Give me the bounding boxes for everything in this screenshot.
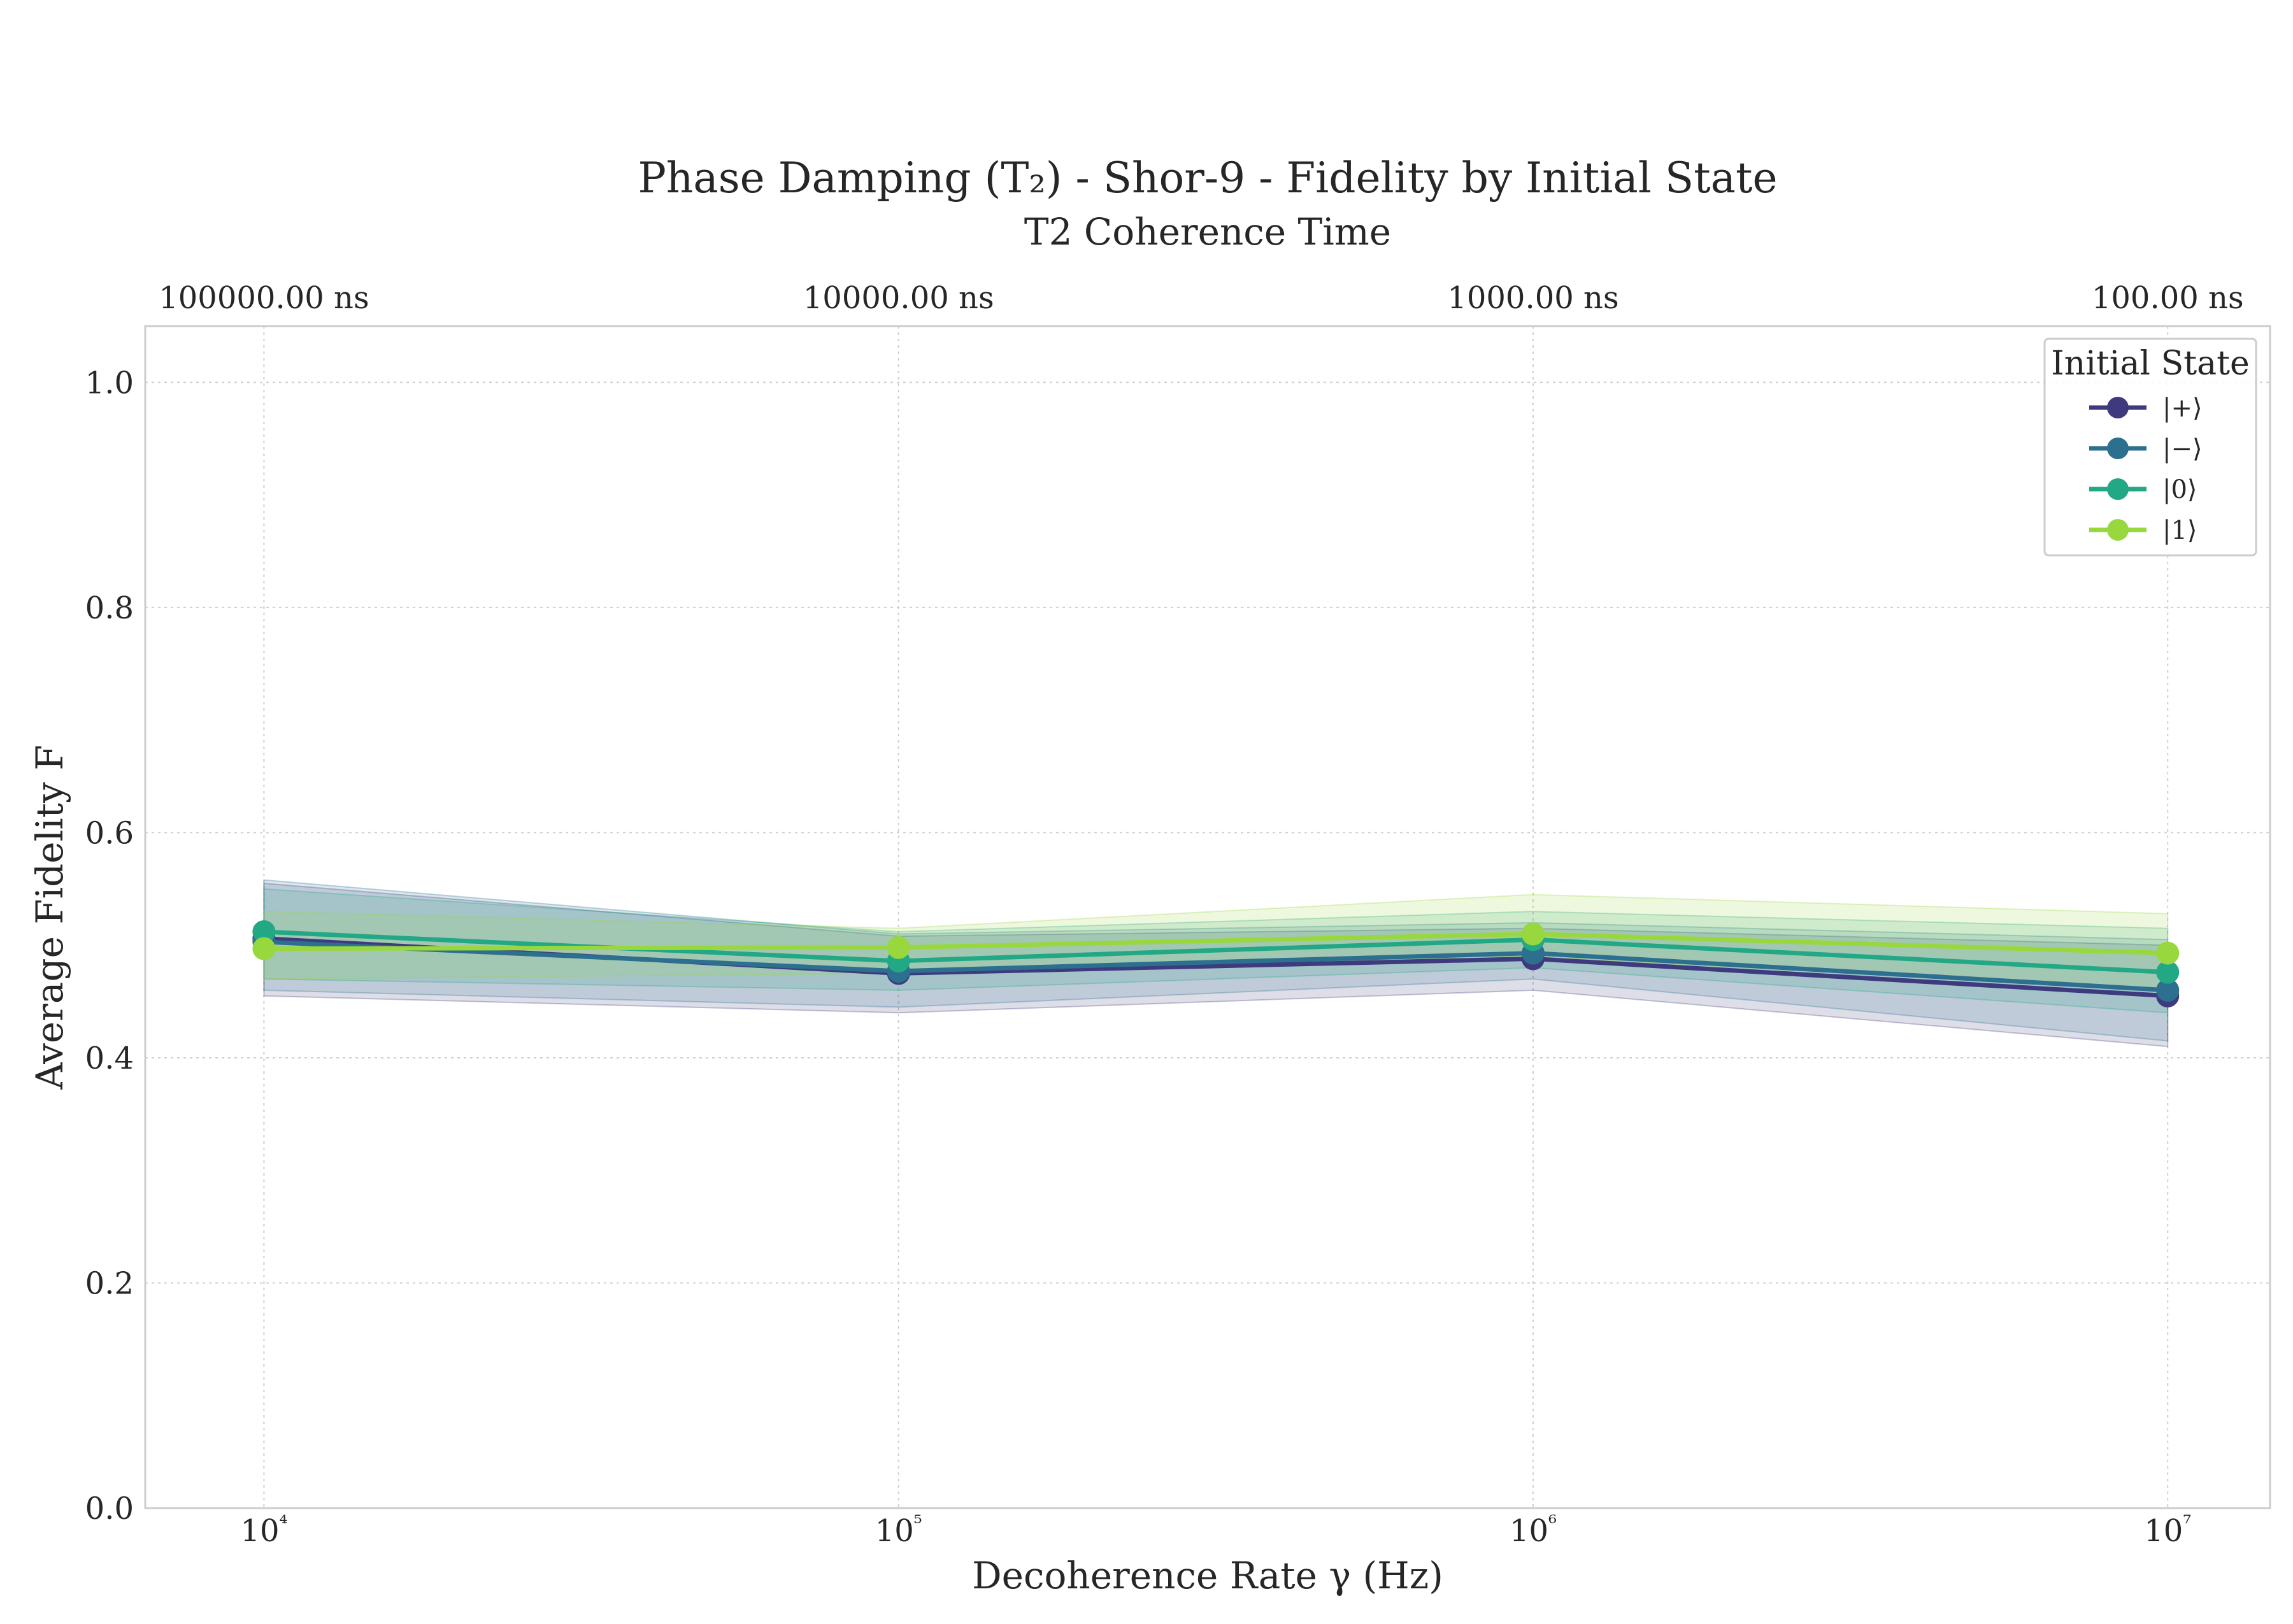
- legend: Initial State |+⟩ |−⟩ |0⟩ |1⟩: [2043, 338, 2257, 557]
- legend-marker: [2107, 478, 2129, 500]
- y-tick-label: 0.6: [85, 815, 134, 851]
- y-tick-label: 0.4: [85, 1041, 134, 1076]
- secondary-x-tick-label: 100000.00 ns: [159, 280, 369, 316]
- data-point: [2156, 960, 2180, 984]
- secondary-x-tick-label: 100.00 ns: [2092, 280, 2244, 316]
- secondary-x-tick-label: 1000.00 ns: [1447, 280, 1618, 316]
- x-tick-label: 10⁴: [240, 1511, 287, 1549]
- data-point: [1521, 922, 1545, 946]
- plot-area: [144, 325, 2271, 1509]
- x-tick-label: 10⁶: [1510, 1511, 1557, 1549]
- data-point: [252, 937, 276, 960]
- secondary-x-tick-label: 10000.00 ns: [803, 280, 994, 316]
- y-tick-label: 0.2: [85, 1265, 134, 1301]
- data-point: [2156, 941, 2180, 965]
- y-tick-label: 0.8: [85, 590, 134, 626]
- series-line: [264, 932, 2168, 956]
- y-tick-label: 1.0: [85, 365, 134, 401]
- secondary-x-axis-title: T2 Coherence Time: [1024, 210, 1391, 253]
- y-axis-label: Average Fidelity F: [28, 745, 71, 1090]
- y-tick-label: 0.0: [85, 1491, 134, 1527]
- x-tick-label: 10⁷: [2144, 1511, 2191, 1549]
- legend-marker: [2107, 397, 2129, 418]
- legend-label: |0⟩: [2162, 475, 2197, 504]
- data-point: [887, 936, 910, 959]
- axis-ticks: 0.0 0.2 0.4 0.6 0.8 1.0 10⁴ 100000.00 ns 10⁵ 1000…: [85, 280, 2244, 1549]
- series-line: [264, 939, 2168, 993]
- chart-title: Phase Damping (T₂) - Shor-9 - Fidelity b…: [638, 153, 1777, 203]
- legend-title: Initial State: [2051, 345, 2250, 383]
- legend-label: |+⟩: [2162, 394, 2203, 423]
- x-tick-label: 10⁵: [875, 1511, 922, 1549]
- legend-label: |1⟩: [2162, 516, 2197, 545]
- series-lines: [252, 920, 2180, 1008]
- legend-marker: [2107, 519, 2129, 541]
- legend-marker: [2107, 438, 2129, 459]
- grid: [145, 326, 2270, 1508]
- x-axis-label: Decoherence Rate γ (Hz): [972, 1554, 1443, 1597]
- legend-label: |−⟩: [2162, 434, 2203, 464]
- legend-frame: [2043, 338, 2257, 557]
